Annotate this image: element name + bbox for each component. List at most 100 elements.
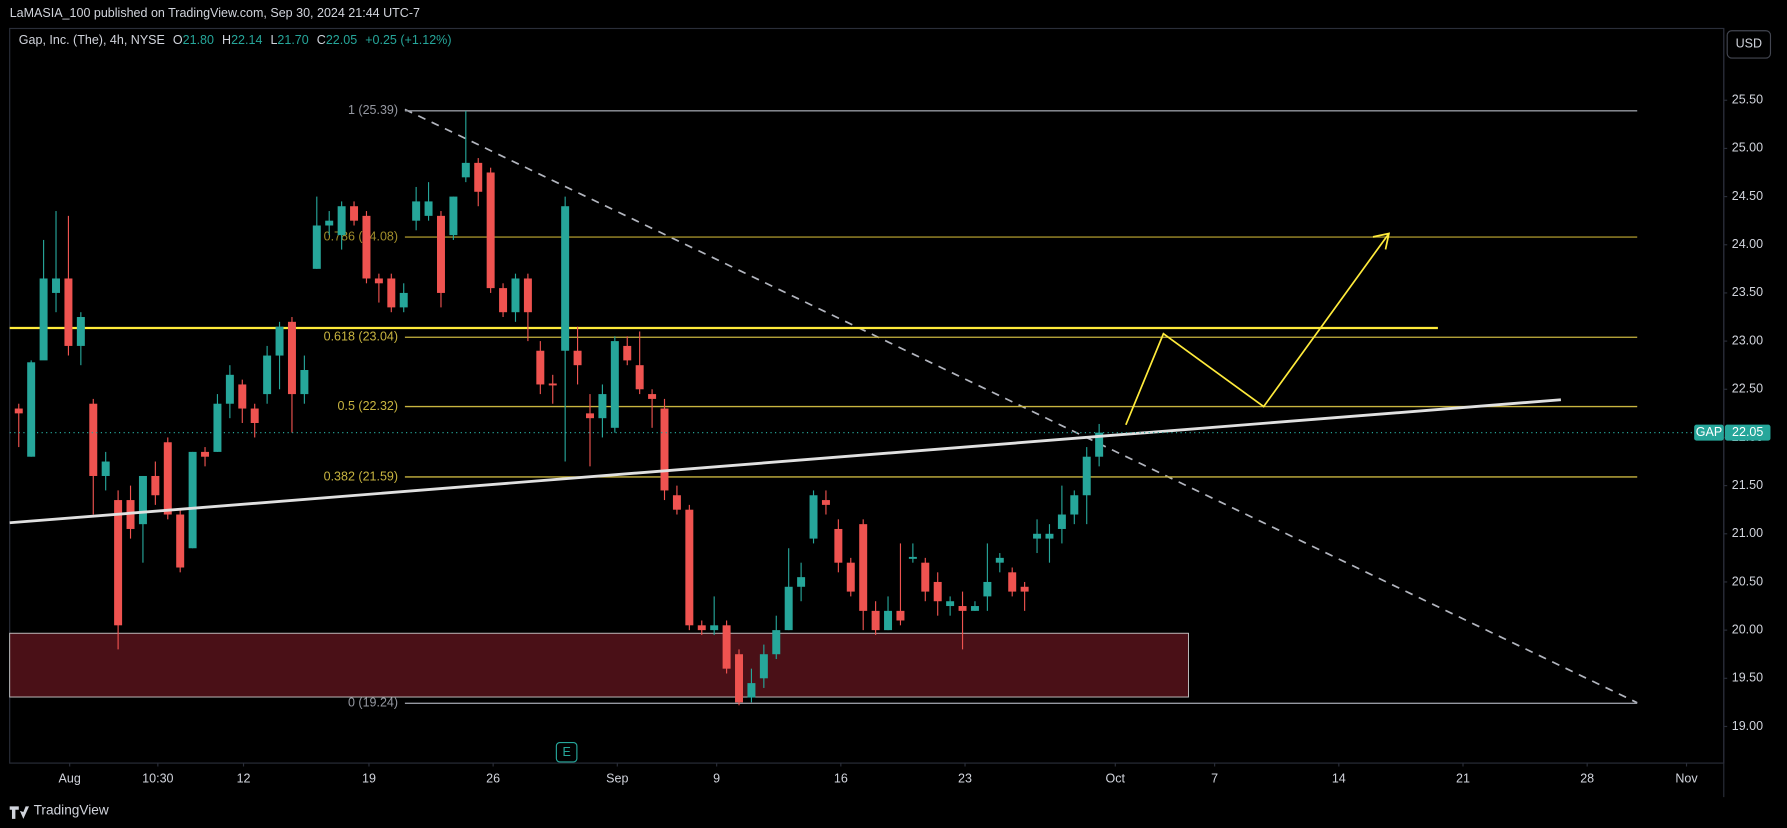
- candle-body: [1082, 456, 1091, 496]
- candle-body: [697, 625, 706, 631]
- candle-body: [263, 355, 272, 395]
- candle-body: [523, 278, 532, 313]
- y-tick-label: 23.00: [1732, 333, 1763, 347]
- candle-body: [586, 413, 594, 419]
- candle-body: [27, 362, 36, 457]
- candle-body: [623, 345, 632, 361]
- demand-zone: [9, 632, 1189, 698]
- y-tick-label: 20.00: [1732, 622, 1763, 636]
- x-tick-label: 16: [834, 771, 848, 785]
- candle-body: [511, 278, 520, 313]
- candle-body: [672, 495, 681, 510]
- candle-body: [101, 461, 110, 476]
- candle-body: [176, 514, 185, 568]
- currency-label[interactable]: USD: [1736, 37, 1762, 51]
- candle-body: [859, 524, 868, 611]
- fib-retracement: 1 (25.39) 0.786 (24.08) 0.618 (23.04) 0.5 (…: [324, 103, 1638, 710]
- candle-body: [337, 206, 346, 236]
- candle-body: [722, 625, 731, 669]
- projection-arrowhead: [1372, 232, 1391, 250]
- candle-body: [486, 172, 495, 289]
- candle-body: [610, 341, 619, 428]
- candle-body: [499, 288, 508, 313]
- change: +0.25 (+1.12%): [365, 33, 451, 47]
- candle-body: [474, 162, 483, 192]
- y-tick-label: 25.50: [1732, 93, 1763, 107]
- candle-body: [958, 606, 967, 611]
- candle-body: [598, 394, 607, 419]
- candle-body: [1008, 572, 1017, 592]
- x-tick-label: 19: [362, 771, 376, 785]
- candle-body: [312, 225, 321, 269]
- candle-body: [188, 451, 197, 549]
- candle-body: [896, 610, 905, 621]
- projection-path: [1125, 232, 1390, 426]
- candle-body: [64, 278, 73, 346]
- candle-body: [871, 610, 880, 631]
- x-tick-label: 9: [713, 771, 720, 785]
- x-tick-label: Oct: [1106, 771, 1126, 785]
- candle-body: [710, 625, 719, 631]
- candle-body: [14, 408, 23, 414]
- candle-body: [536, 350, 545, 385]
- candle-body: [225, 374, 234, 404]
- y-tick-label: 19.50: [1732, 671, 1763, 685]
- x-tick-label: 21: [1456, 771, 1470, 785]
- candle-body: [884, 610, 893, 631]
- candle-body: [759, 654, 768, 679]
- x-tick-label: 12: [237, 771, 251, 785]
- ohlc-key: O: [173, 33, 183, 47]
- x-tick-label: 14: [1332, 771, 1346, 785]
- price-tag-label: 22.05: [1732, 425, 1763, 439]
- candle-body: [1020, 586, 1029, 592]
- candle-body: [461, 162, 470, 178]
- ohlc-key: H: [222, 33, 231, 47]
- x-tick-label: 23: [958, 771, 972, 785]
- legend: Gap, Inc. (The), 4h, NYSE O21.80 H22.14 …: [19, 33, 452, 47]
- y-tick-label: 25.00: [1732, 141, 1763, 155]
- symbol-tag: [1694, 424, 1724, 441]
- candle-body: [1045, 533, 1054, 539]
- candle-body: [908, 556, 917, 559]
- y-tick-label: 21.00: [1732, 526, 1763, 540]
- candle-body: [995, 557, 1004, 563]
- candle-body: [735, 654, 744, 703]
- candle-body: [1057, 514, 1066, 529]
- candle-body: [213, 403, 222, 452]
- ohlc-value: 21.80: [183, 33, 214, 47]
- candle-body: [325, 220, 334, 226]
- candle-body: [52, 278, 60, 293]
- candle-body: [449, 196, 458, 236]
- candle-body: [114, 500, 123, 626]
- candle-body: [250, 408, 259, 423]
- y-tick-label: 23.50: [1732, 285, 1763, 299]
- fib-label: 0.5 (22.32): [338, 399, 399, 413]
- candle-body: [387, 278, 396, 308]
- candle-body: [436, 215, 445, 293]
- candle-body: [821, 500, 830, 505]
- ohlc-value: 22.14: [231, 33, 262, 47]
- candle-body: [1095, 432, 1104, 457]
- earnings-icon[interactable]: [555, 742, 578, 763]
- x-tick-label: Sep: [606, 771, 628, 785]
- y-tick-label: 24.50: [1732, 189, 1763, 203]
- candle-body: [635, 365, 644, 390]
- candle-body: [287, 321, 296, 395]
- ohlc-value: 22.05: [326, 33, 357, 47]
- candle-body: [89, 403, 98, 476]
- publisher-line: LaMASIA_100 published on TradingView.com…: [10, 6, 420, 20]
- earnings-label[interactable]: E: [562, 745, 570, 759]
- candle-body: [809, 495, 818, 539]
- ohlc-value: 21.70: [277, 33, 308, 47]
- x-tick-label: 26: [486, 771, 500, 785]
- candle-body: [76, 317, 85, 346]
- candle-body: [1033, 533, 1042, 539]
- candle-body: [797, 577, 806, 587]
- symbol-name: Gap, Inc. (The), 4h, NYSE: [19, 33, 165, 47]
- y-tick-label: 21.50: [1732, 478, 1763, 492]
- candle-body: [548, 383, 557, 386]
- y-tick-label: 20.50: [1732, 574, 1763, 588]
- candle-body: [846, 562, 855, 592]
- y-tick-label: 22.50: [1732, 382, 1763, 396]
- currency-button[interactable]: [1726, 30, 1772, 59]
